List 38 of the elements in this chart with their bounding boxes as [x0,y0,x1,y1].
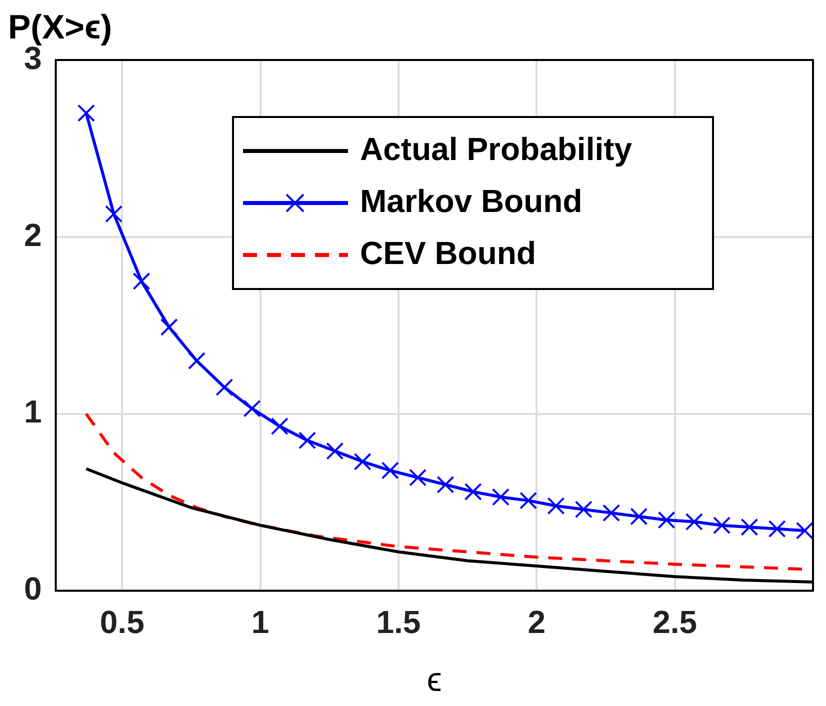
point [243,400,261,418]
point [326,442,344,460]
point [520,492,538,510]
point [713,516,731,534]
point [160,318,178,336]
point [685,513,703,531]
point [270,417,288,436]
point [630,508,648,526]
x-axis-title: ϵ [426,660,442,699]
point [574,500,592,518]
point [354,452,372,470]
point [409,468,427,486]
y-tick-label: 0 [24,570,42,607]
point [547,497,565,515]
x-tick-label: 2.5 [652,604,698,640]
point [768,520,786,538]
point [740,518,758,536]
point [132,272,150,290]
point [602,504,620,522]
point [105,205,123,223]
legend-label: Actual Probability [360,130,632,167]
point [464,482,482,500]
x-tick-label: 2 [528,604,546,640]
point [436,476,454,494]
x-tick-label: 1.5 [376,604,421,640]
point [298,432,316,450]
point [658,511,676,529]
y-tick-label: 2 [24,216,42,253]
point [492,488,510,506]
x-tick-label: 1 [251,604,270,640]
point [381,462,399,480]
x-tick-label: 0.5 [100,604,144,640]
legend-label: Markov Bound [360,182,582,219]
point [216,378,234,396]
legend-label: CEV Bound [360,234,536,271]
point [796,522,813,540]
point [77,104,95,122]
y-tick-label: 1 [24,394,42,430]
